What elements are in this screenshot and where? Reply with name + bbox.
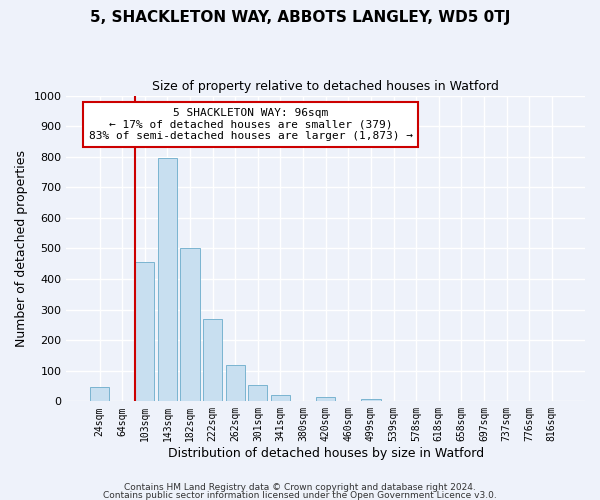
- Bar: [316, 396, 335, 402]
- Bar: [226, 364, 245, 402]
- Bar: [181, 248, 200, 402]
- Text: Contains HM Land Registry data © Crown copyright and database right 2024.: Contains HM Land Registry data © Crown c…: [124, 484, 476, 492]
- Y-axis label: Number of detached properties: Number of detached properties: [15, 150, 28, 347]
- Bar: [158, 158, 177, 402]
- Text: 5, SHACKLETON WAY, ABBOTS LANGLEY, WD5 0TJ: 5, SHACKLETON WAY, ABBOTS LANGLEY, WD5 0…: [90, 10, 510, 25]
- Bar: [361, 399, 380, 402]
- Bar: [90, 387, 109, 402]
- Text: Contains public sector information licensed under the Open Government Licence v3: Contains public sector information licen…: [103, 490, 497, 500]
- X-axis label: Distribution of detached houses by size in Watford: Distribution of detached houses by size …: [167, 447, 484, 460]
- Bar: [271, 395, 290, 402]
- Bar: [135, 262, 154, 402]
- Title: Size of property relative to detached houses in Watford: Size of property relative to detached ho…: [152, 80, 499, 93]
- Bar: [248, 384, 268, 402]
- Bar: [203, 319, 222, 402]
- Text: 5 SHACKLETON WAY: 96sqm
← 17% of detached houses are smaller (379)
83% of semi-d: 5 SHACKLETON WAY: 96sqm ← 17% of detache…: [89, 108, 413, 141]
